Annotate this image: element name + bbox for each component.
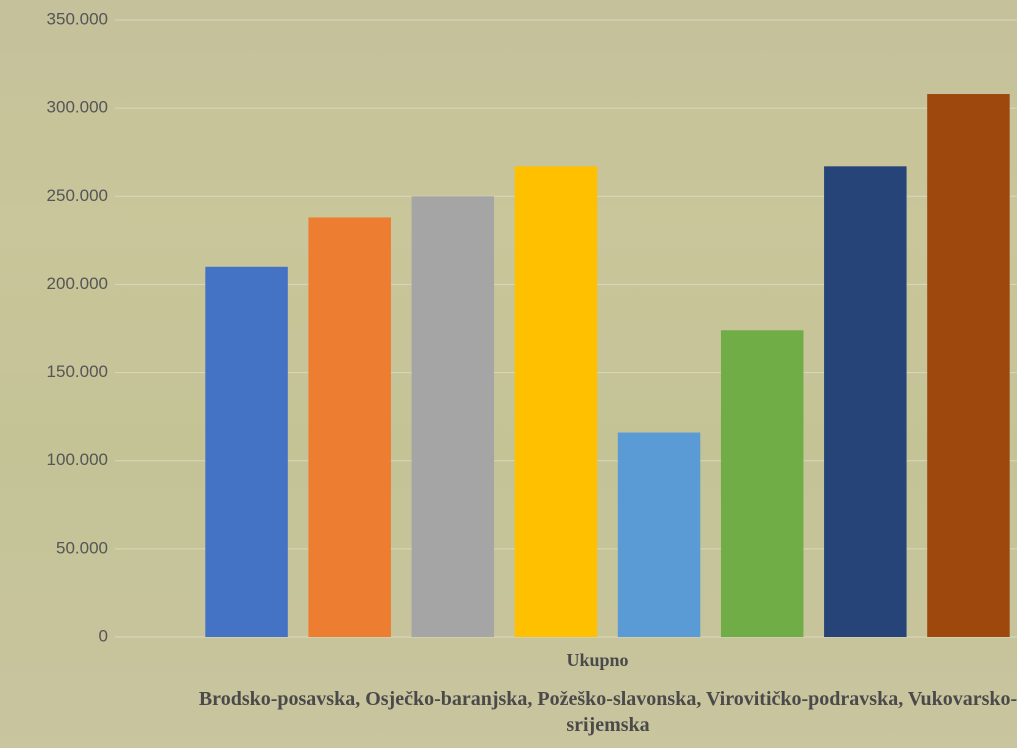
chart: 0 50.000 100.000 150.000 200.000 250.000 300.0… bbox=[0, 0, 1017, 748]
x-tick-label: Ukupno bbox=[566, 650, 628, 670]
y-tick-label: 100.000 bbox=[47, 450, 108, 469]
bar bbox=[618, 433, 701, 637]
y-tick-label: 150.000 bbox=[47, 362, 108, 381]
x-axis-title: Brodsko-posavska, Osječko-baranjska, Pož… bbox=[193, 686, 1017, 738]
y-tick-label: 250.000 bbox=[47, 186, 108, 205]
bar bbox=[824, 166, 907, 637]
bar bbox=[205, 267, 288, 637]
y-tick-label: 50.000 bbox=[56, 538, 108, 557]
bar bbox=[308, 217, 391, 637]
y-tick-label: 350.000 bbox=[47, 9, 108, 28]
bar bbox=[412, 196, 495, 637]
y-tick-label: 300.000 bbox=[47, 98, 108, 117]
page: 0 50.000 100.000 150.000 200.000 250.000 300.0… bbox=[0, 0, 1017, 748]
y-tick-label: 200.000 bbox=[47, 274, 108, 293]
bar bbox=[721, 330, 804, 637]
bar bbox=[515, 166, 598, 637]
bar bbox=[927, 94, 1010, 637]
y-tick-label: 0 bbox=[99, 626, 108, 645]
